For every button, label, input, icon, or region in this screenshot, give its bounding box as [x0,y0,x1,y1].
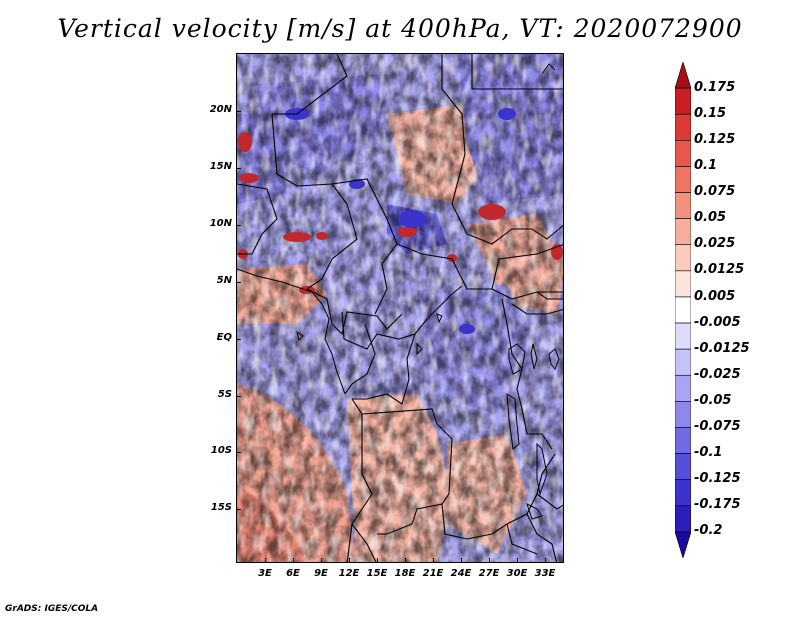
lat-label: 10S [210,445,232,456]
colorbar-segment [675,192,691,219]
colorbar-label: 0.15 [694,106,727,121]
country-boundaries [237,54,563,562]
lon-tick [433,558,434,563]
colorbar-segment [675,322,691,350]
lon-label: 12E [338,568,360,579]
colorbar-segment [675,62,691,89]
lon-label: 6E [286,568,300,579]
lat-tick [236,111,241,112]
lon-tick [321,558,322,563]
colorbar-label: -0.1 [694,445,723,460]
colorbar-label: -0.0125 [694,341,750,356]
colorbar-segment [675,140,691,167]
colorbar-label: -0.075 [694,419,741,434]
lon-label: 18E [394,568,416,579]
lat-tick [236,509,241,510]
lon-tick [349,558,350,563]
field-texture-light [237,54,563,562]
lon-tick [293,558,294,563]
lon-label: 3E [258,568,272,579]
strong-downdrafts [285,108,516,334]
lon-tick [405,558,406,563]
colorbar-segment [675,479,691,507]
map-panel [236,53,564,563]
colorbar-segment [675,505,691,533]
colorbar-segment [675,113,691,141]
lat-label: 10N [209,218,232,229]
coastlines-and-lakes [237,63,560,520]
colorbar-label: -0.2 [694,523,723,538]
grads-credit: GrADS: IGES/COLA [5,604,99,614]
lon-tick [461,558,462,563]
colorbar-segment [675,166,691,193]
lon-label: 33E [534,568,556,579]
lon-label: 30E [506,568,528,579]
colorbar-segment [675,401,691,428]
colorbar-segment [675,270,691,298]
colorbar-segment [675,453,691,480]
lon-tick [517,558,518,563]
colorbar-segment [675,348,691,376]
lat-label: 20N [209,104,232,115]
lon-label: 27E [478,568,500,579]
colorbar-label: -0.175 [694,497,741,512]
lat-tick [236,225,241,226]
colorbar-label: 0.175 [694,80,736,95]
lon-label: 21E [422,568,444,579]
colorbar-segment [675,296,691,324]
velocity-field [237,54,563,562]
lat-tick [236,339,241,340]
lat-label: EQ [216,332,232,343]
strong-updrafts [238,132,563,294]
lat-label: 15S [210,502,232,513]
colorbar-label: -0.025 [694,367,741,382]
lon-label: 15E [366,568,388,579]
lat-label: 15N [209,161,232,172]
lon-tick [265,558,266,563]
colorbar-label: 0.005 [694,289,736,304]
colorbar-segment [675,531,691,558]
lon-tick [377,558,378,563]
colorbar-label: 0.075 [694,184,736,199]
lat-label: 5S [217,389,232,400]
colorbar-label: -0.125 [694,471,741,486]
lat-label: 5N [216,275,232,286]
colorbar-segment [675,218,691,246]
colorbar-label: 0.1 [694,158,718,173]
lon-label: 9E [314,568,328,579]
lon-tick [545,558,546,563]
colorbar-segment [675,427,691,454]
colorbar-label: 0.05 [694,210,727,225]
colorbar-segment [675,244,691,272]
lat-tick [236,452,241,453]
lat-tick [236,282,241,283]
colorbar-segments [675,62,691,558]
colorbar-label: 0.025 [694,236,736,251]
colorbar-label: 0.0125 [694,262,745,277]
lat-tick [236,168,241,169]
lat-tick [236,396,241,397]
map-title: Vertical velocity [m/s] at 400hPa, VT: 2… [57,14,743,43]
colorbar-segment [675,374,691,402]
lon-label: 24E [450,568,472,579]
colorbar-label: -0.05 [694,393,732,408]
colorbar-segment [675,87,691,115]
colorbar-label: 0.125 [694,132,736,147]
colorbar-label: -0.005 [694,315,741,330]
colorbar [675,62,691,558]
lon-tick [489,558,490,563]
